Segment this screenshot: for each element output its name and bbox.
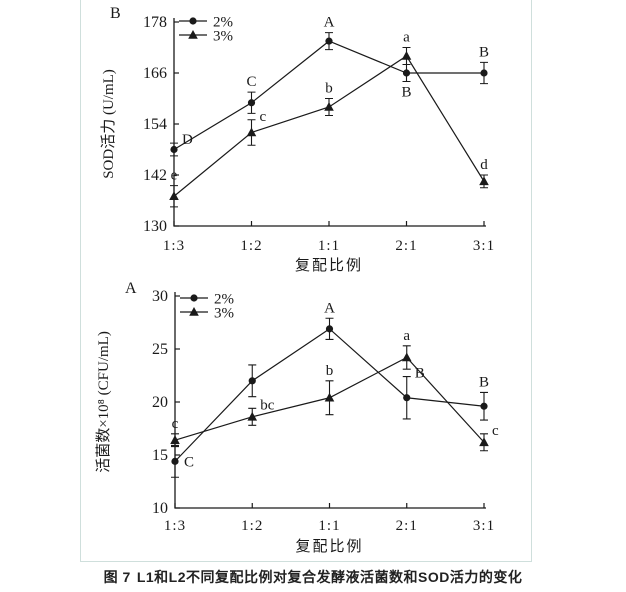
data-point-circle — [480, 402, 488, 410]
point-label: bc — [260, 397, 275, 413]
legend-entry: 3% — [214, 306, 234, 322]
legend-circle-icon — [190, 294, 198, 302]
series-circle: C A B B — [171, 300, 489, 478]
charts-svg: 130 142 154 166 178 1:3 1:2 1:1 2:1 3:1 复配比例 SOD活力 … — [95, 5, 499, 555]
data-point-triangle — [401, 352, 412, 362]
x-tick-label: 2:1 — [396, 518, 418, 534]
data-point-circle — [403, 394, 411, 402]
data-point-circle — [247, 99, 256, 107]
data-point-circle — [325, 325, 334, 333]
y-tick-label: 142 — [143, 167, 167, 184]
legend: 2%3% — [180, 292, 234, 322]
caption-text: L1和L2不同复配比例对复合发酵液活菌数和SOD活力的变化 — [136, 569, 523, 585]
figure-panel: 130 142 154 166 178 1:3 1:2 1:1 2:1 3:1 复配比例 SOD活力 … — [80, 0, 532, 562]
chart-panel-A: 10 15 20 25 30 1:3 1:2 1:1 2:1 3:1 复配比例 活菌数×10⁸ (CF… — [95, 280, 499, 555]
point-label: A — [324, 300, 335, 316]
x-tick-label: 1:2 — [240, 238, 262, 254]
data-point-circle — [171, 457, 179, 465]
point-label: a — [403, 328, 410, 344]
legend-triangle-icon — [189, 307, 199, 316]
data-point-circle — [170, 145, 178, 154]
point-label: a — [403, 30, 410, 46]
data-point-triangle — [479, 437, 489, 447]
x-tick-label: 1:1 — [318, 238, 340, 254]
x-tick-label: 1:2 — [241, 518, 263, 534]
data-point-circle — [325, 37, 333, 45]
point-label: B — [415, 366, 425, 382]
data-point-circle — [480, 69, 488, 77]
panel-label: B — [110, 5, 121, 22]
y-axis-title: SOD活力 (U/mL) — [100, 69, 117, 179]
point-label: B — [479, 374, 489, 390]
data-point-triangle — [246, 127, 257, 137]
x-tick-label: 2:1 — [395, 238, 417, 254]
data-point-triangle — [247, 411, 258, 421]
point-label: b — [326, 363, 334, 379]
point-label: C — [246, 74, 256, 90]
point-label: A — [324, 15, 335, 31]
y-tick-label: 166 — [143, 65, 167, 82]
panel-label: A — [125, 280, 137, 297]
y-tick-label: 10 — [152, 500, 168, 517]
series-triangle: e c b a d — [169, 30, 489, 208]
x-axis-title: 复配比例 — [295, 256, 363, 274]
legend-entry: 2% — [214, 292, 234, 308]
point-label: C — [184, 454, 194, 470]
y-tick-label: 25 — [152, 341, 168, 358]
x-tick-label: 3:1 — [473, 518, 495, 534]
x-tick-label: 1:3 — [163, 238, 185, 254]
point-label: c — [172, 416, 179, 432]
data-point-triangle — [170, 435, 180, 444]
x-tick-label: 3:1 — [473, 238, 495, 254]
data-point-triangle — [401, 51, 412, 60]
figure-caption: 图 7 L1和L2不同复配比例对复合发酵液活菌数和SOD活力的变化 — [0, 562, 626, 592]
point-label: c — [260, 109, 267, 125]
legend-triangle-icon — [188, 30, 198, 39]
data-point-triangle — [324, 392, 335, 402]
data-point-circle — [402, 69, 411, 77]
data-point-triangle — [479, 176, 489, 186]
y-tick-label: 178 — [143, 14, 167, 31]
x-tick-label: 1:1 — [318, 518, 340, 534]
data-point-circle — [248, 377, 256, 385]
legend-entry: 2% — [213, 15, 233, 31]
y-tick-label: 154 — [143, 116, 167, 133]
legend: 2%3% — [179, 15, 233, 45]
chart-panel-B: 130 142 154 166 178 1:3 1:2 1:1 2:1 3:1 复配比例 SOD活力 … — [100, 5, 495, 274]
data-point-triangle — [169, 191, 179, 201]
y-tick-label: 20 — [152, 394, 168, 411]
series-circle: D C A B B — [170, 15, 489, 157]
y-tick-label: 130 — [143, 218, 167, 235]
point-label: B — [479, 44, 489, 60]
point-label: D — [182, 132, 193, 148]
x-tick-label: 1:3 — [164, 518, 186, 534]
point-label: b — [325, 81, 333, 97]
x-axis-title: 复配比例 — [295, 537, 363, 555]
legend-circle-icon — [189, 17, 197, 25]
caption-prefix: 图 7 — [103, 569, 131, 585]
y-axis-title: 活菌数×10⁸ (CFU/mL) — [95, 331, 112, 473]
point-label: e — [171, 168, 178, 184]
series-line — [173, 55, 485, 197]
point-label: d — [480, 157, 488, 173]
point-label: B — [401, 85, 411, 101]
y-tick-label: 15 — [152, 447, 168, 464]
legend-entry: 3% — [213, 29, 233, 45]
series-triangle: c bc b a c — [170, 328, 499, 452]
y-tick-label: 30 — [152, 288, 168, 305]
point-label: c — [492, 423, 499, 439]
data-point-triangle — [324, 102, 334, 111]
